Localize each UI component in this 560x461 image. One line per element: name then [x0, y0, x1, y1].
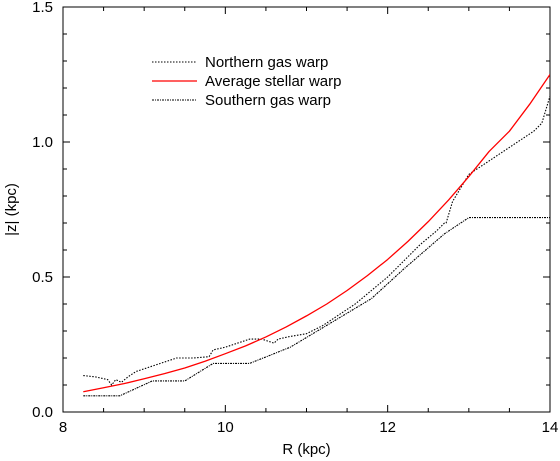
x-axis-label: R (kpc) [282, 441, 330, 458]
x-tick-label: 14 [542, 419, 559, 436]
y-tick-label: 1.5 [32, 0, 53, 16]
series-line-southern-gas-warp [83, 217, 550, 397]
y-tick-label: 1.0 [32, 134, 53, 151]
y-axis-label: |z| (kpc) [3, 183, 20, 236]
x-tick-label: 12 [379, 419, 396, 436]
legend-label: Northern gas warp [205, 54, 328, 71]
x-tick-label: 10 [217, 419, 234, 436]
legend-label: Average stellar warp [205, 73, 341, 90]
series-layer [83, 74, 550, 397]
y-tick-label: 0.0 [32, 404, 53, 421]
x-tick-label: 8 [59, 419, 67, 436]
series-line-average-stellar-warp [83, 74, 550, 393]
ticks-layer: 8 10 12 14 0.0 0.5 1.0 1.5 [32, 0, 558, 436]
series-line-northern-gas-warp [83, 95, 550, 386]
y-tick-label: 0.5 [32, 269, 53, 286]
legend-label: Southern gas warp [205, 92, 331, 109]
legend: Northern gas warp Average stellar warp Sou… [152, 54, 341, 109]
